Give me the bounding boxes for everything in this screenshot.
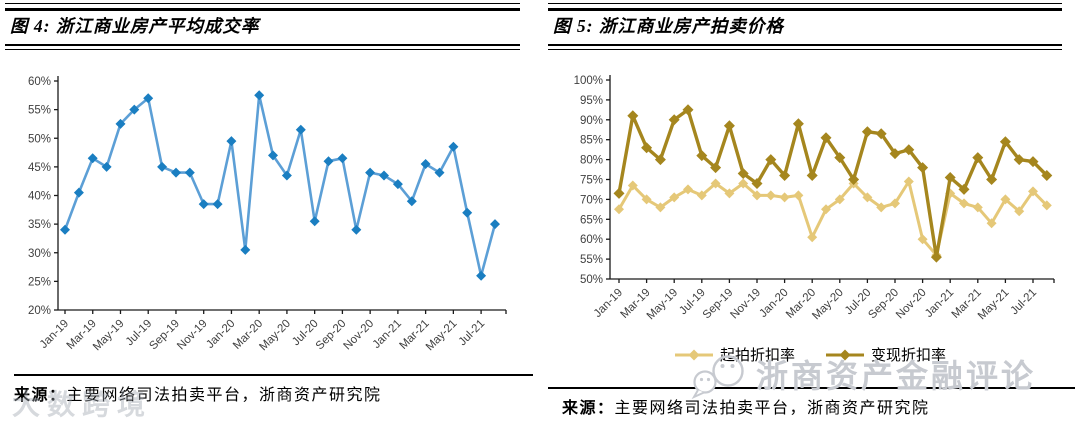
header-rule [5,48,520,50]
x-tick-label: May-20 [257,318,293,354]
x-tick-label: Sep-20 [314,318,349,353]
x-tick-label: May-19 [645,287,681,323]
header-rule [5,8,520,11]
figure4-header: 图 4: 浙江商业房产平均成交率 [5,3,520,50]
figure4-line-chart: 20%25%30%35%40%45%50%55%60%Jan-19Mar-19M… [28,76,507,354]
legend-label: 变现折扣率 [871,348,947,364]
y-tick-label: 65% [580,214,603,226]
y-tick-label: 35% [28,219,51,231]
source-label: 来源： [562,400,615,417]
axes [606,75,1055,283]
y-tick-label: 20% [28,305,51,317]
x-tick-label: Nov-20 [342,318,377,353]
y-tick-label: 55% [28,105,51,117]
series-平均成交率 [60,90,500,281]
x-tick-label: Sep-20 [866,287,901,322]
x-tick-label: Nov-19 [728,287,763,322]
figure4-title: 图 4: 浙江商业房产平均成交率 [10,15,260,36]
figure5-panel: 图 5: 浙江商业房产拍卖价格 50% 55% 60% 65% 70% 75% 80% 85%… [540,0,1080,427]
header-rule [548,43,1062,46]
x-tick-label: May-19 [91,318,127,354]
y-tick-label: 50% [580,274,603,286]
source-text: 主要网络司法拍卖平台，浙商资产研究院 [66,387,382,404]
figure5-legend: 起拍折扣率 变现折扣率 [540,344,1080,365]
series-变现折扣率 [613,104,1053,263]
x-tick-label: Nov-20 [894,287,929,322]
y-tick-label: 45% [28,162,51,174]
figure4-panel: 图 4: 浙江商业房产平均成交率 20% 25% 30% 35% 40% 45% 50% 55… [5,3,533,420]
legend-line-diamond-icon [826,349,864,360]
header-rule [548,3,1062,4]
header-rule [5,43,520,46]
figure4-source: 来源：主要网络司法拍卖平台，浙商资产研究院 [14,381,382,405]
y-tick-label: 60% [580,234,603,246]
legend-item-realized-discount: 变现折扣率 [825,344,946,365]
figure5-source-rule [548,387,1075,389]
y-tick-label: 95% [580,95,603,107]
y-tick-label: 100% [574,75,603,87]
legend-label: 起拍折扣率 [719,348,795,364]
figure5-source: 来源：主要网络司法拍卖平台，浙商资产研究院 [562,394,930,418]
y-tick-label: 50% [28,133,51,145]
axes [54,76,507,314]
source-text: 主要网络司法拍卖平台，浙商资产研究院 [614,400,930,417]
y-tick-label: 70% [580,194,603,206]
y-tick-label: 80% [580,155,603,167]
y-tick-label: 60% [28,76,51,88]
y-tick-label: 55% [580,254,603,266]
y-tick-label: 90% [580,115,603,127]
figure5-line-chart: 50%55%60%65%70%75%80%85%90%95%100%Jan-19… [574,75,1055,323]
legend-line-diamond-icon [674,349,713,360]
y-tick-label: 40% [28,191,51,203]
x-tick-label: May-21 [976,287,1012,323]
header-rule [548,48,1062,50]
y-tick-label: 30% [28,248,51,260]
figure5-title: 图 5: 浙江商业房产拍卖价格 [553,15,784,36]
x-tick-label: May-20 [810,287,846,323]
x-tick-label: Nov-19 [175,318,210,353]
y-tick-label: 85% [580,135,603,147]
y-tick-label: 75% [580,175,603,187]
legend-item-starting-discount: 起拍折扣率 [674,344,795,365]
x-tick-label: Jul-21 [457,318,488,349]
data-point-markers [613,104,1053,263]
x-tick-label: Sep-19 [147,318,182,353]
source-label: 来源： [14,387,67,404]
x-tick-label: Jul-21 [1008,287,1039,318]
figure4-source-rule [14,374,533,376]
header-rule [548,8,1062,11]
figure5-header: 图 5: 浙江商业房产拍卖价格 [548,3,1062,50]
header-rule [5,3,520,4]
y-tick-label: 25% [28,276,51,288]
x-tick-label: May-21 [424,318,460,354]
series-起拍折扣率 [614,176,1052,261]
x-tick-label: Sep-19 [701,287,736,322]
